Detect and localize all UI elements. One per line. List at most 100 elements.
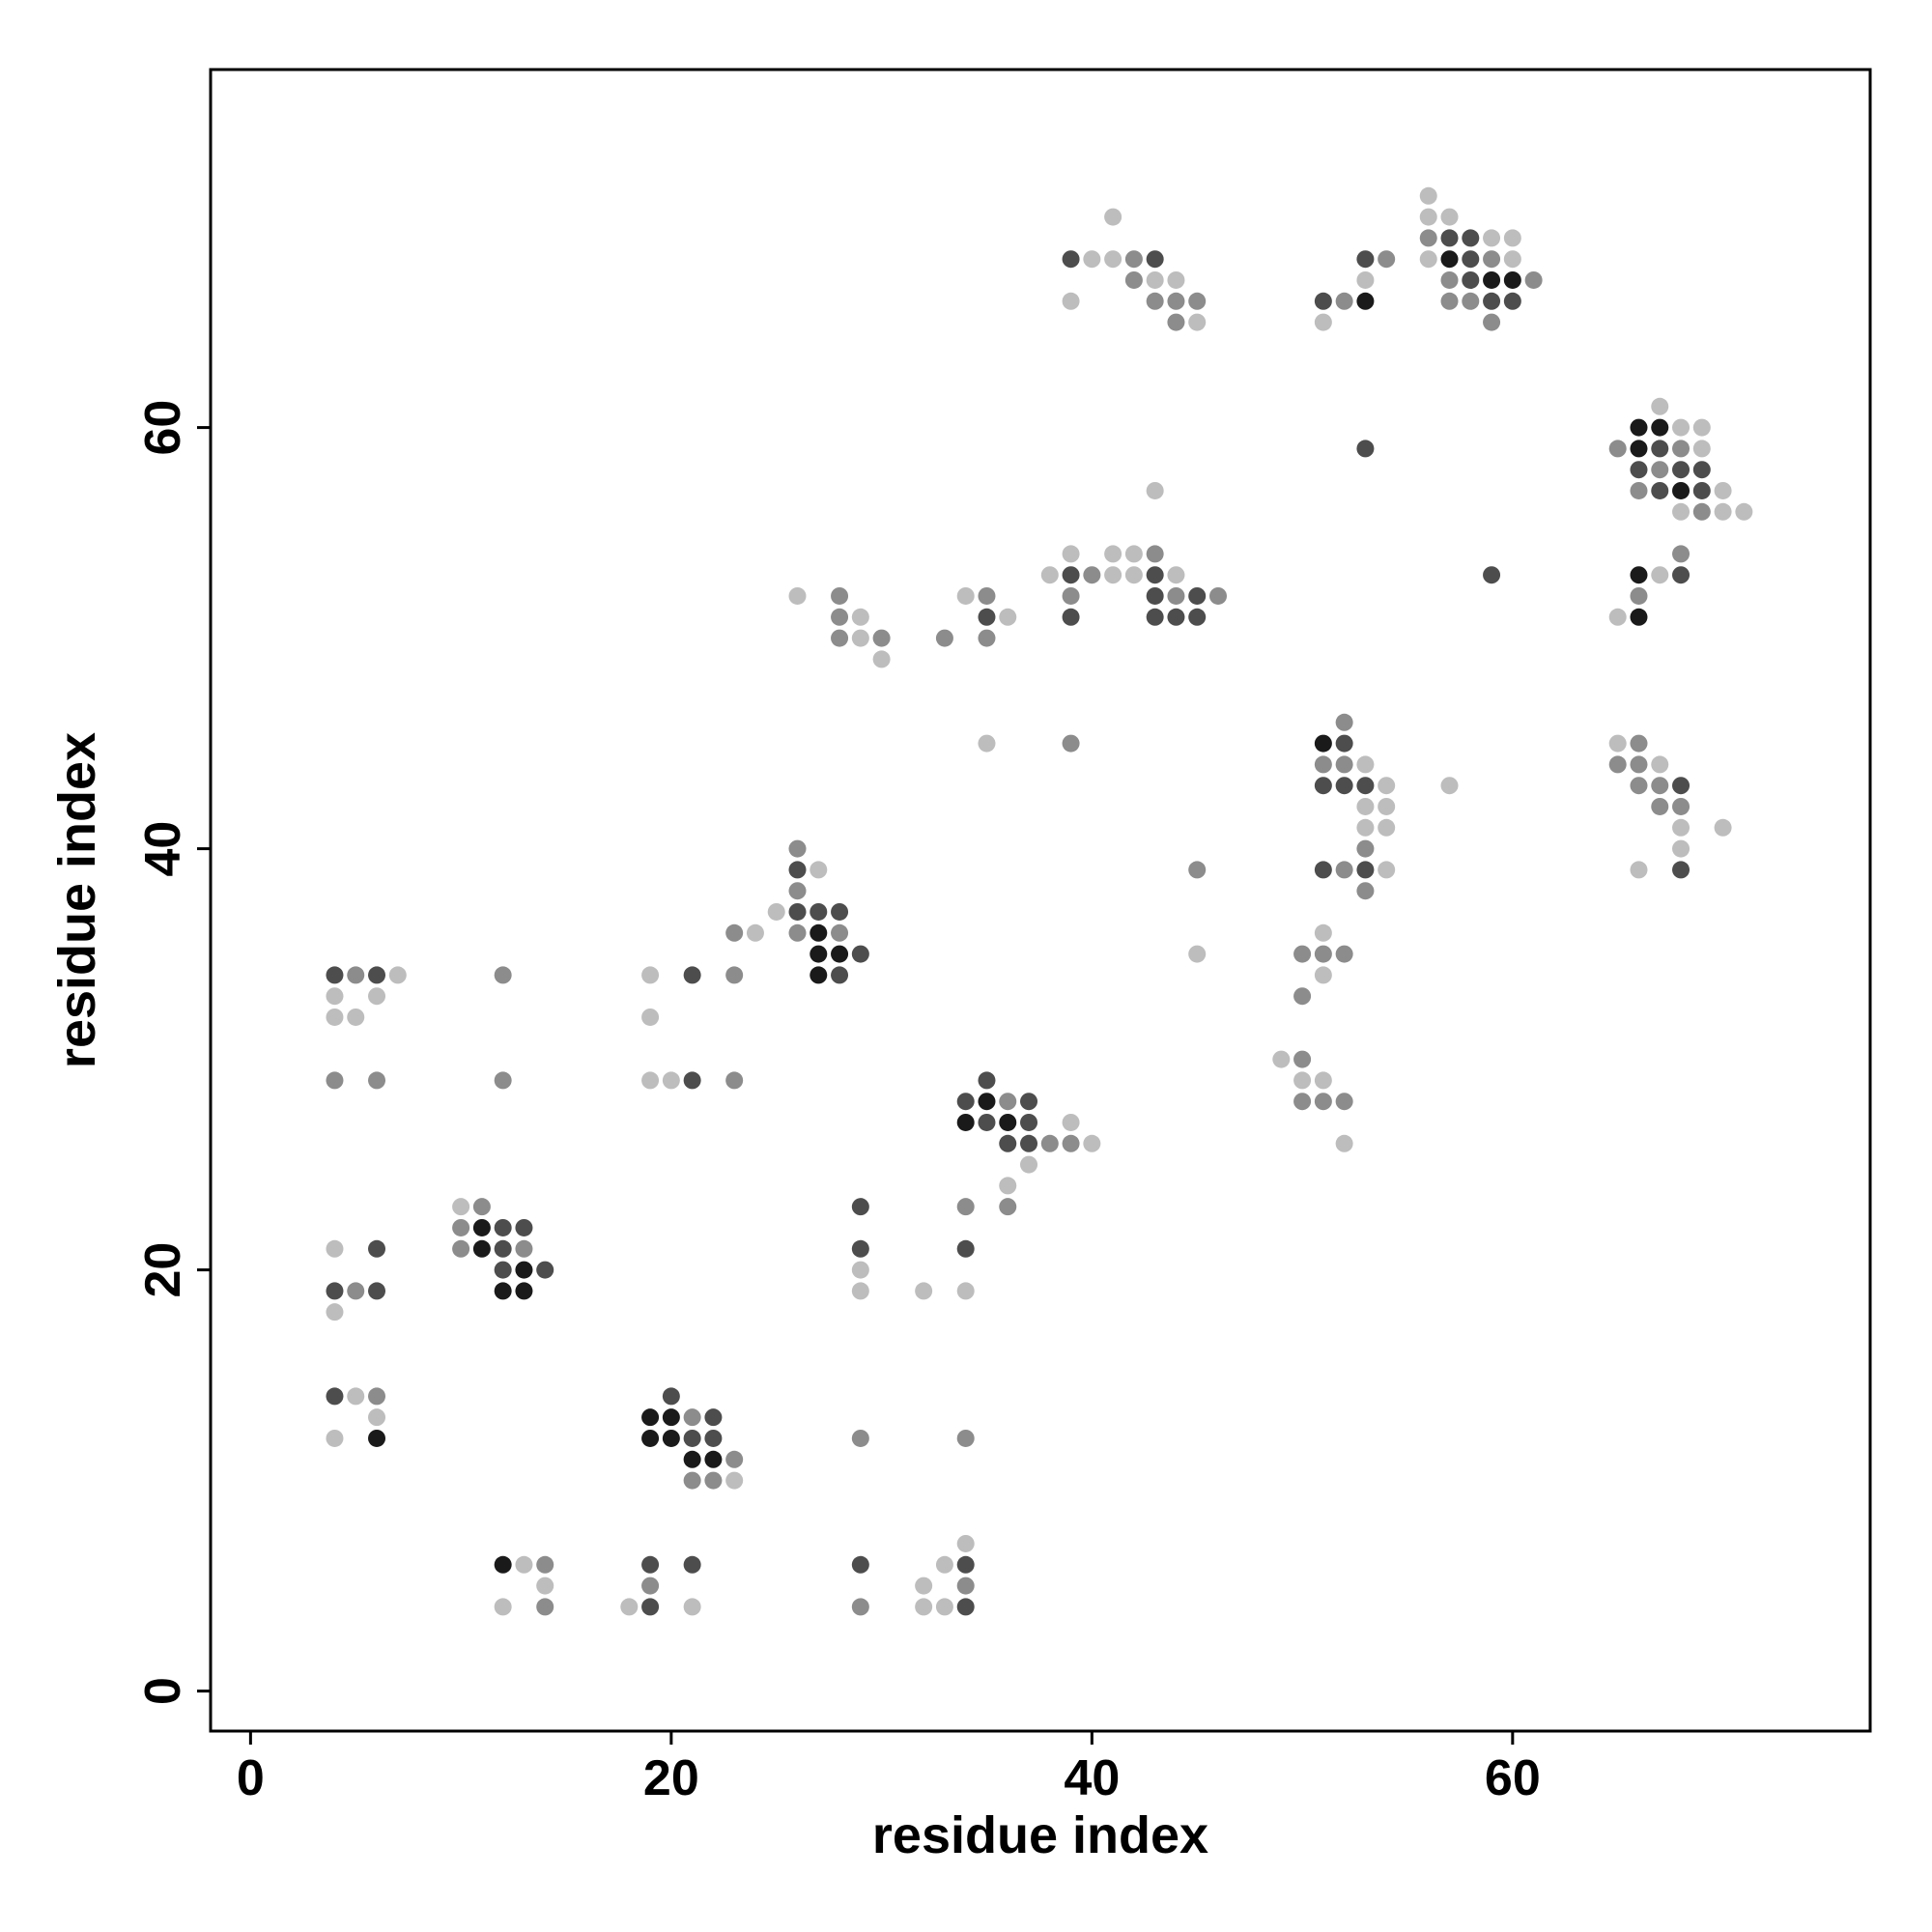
x-axis-label: residue index bbox=[872, 1806, 1208, 1864]
point bbox=[1672, 481, 1690, 499]
point bbox=[788, 882, 807, 900]
point bbox=[1630, 777, 1648, 795]
point bbox=[641, 1071, 660, 1090]
point bbox=[1062, 566, 1080, 584]
point bbox=[1314, 861, 1332, 879]
point bbox=[978, 1113, 996, 1131]
point bbox=[831, 629, 849, 647]
point bbox=[1188, 292, 1207, 310]
point bbox=[1314, 755, 1332, 774]
point bbox=[915, 1598, 933, 1616]
point bbox=[494, 966, 512, 984]
point bbox=[1630, 755, 1648, 774]
point bbox=[810, 945, 828, 963]
point bbox=[1314, 966, 1332, 984]
point bbox=[851, 608, 869, 626]
point bbox=[1356, 882, 1375, 900]
point bbox=[452, 1198, 470, 1216]
point bbox=[494, 1282, 512, 1300]
y-tick-label: 60 bbox=[135, 400, 191, 456]
point bbox=[1104, 250, 1122, 269]
point bbox=[1714, 502, 1732, 521]
point bbox=[662, 1387, 680, 1406]
point bbox=[1208, 586, 1227, 605]
point bbox=[1483, 313, 1501, 331]
point bbox=[1356, 777, 1375, 795]
point bbox=[999, 608, 1017, 626]
point bbox=[704, 1471, 723, 1490]
point bbox=[1146, 608, 1164, 626]
y-tick-label: 0 bbox=[135, 1677, 191, 1705]
point bbox=[1630, 440, 1648, 458]
point bbox=[1672, 502, 1690, 521]
point bbox=[1146, 292, 1164, 310]
point bbox=[1188, 861, 1207, 879]
point bbox=[999, 1198, 1017, 1216]
point bbox=[1314, 1071, 1332, 1090]
point bbox=[1419, 250, 1437, 269]
point bbox=[1335, 292, 1353, 310]
point bbox=[1146, 566, 1164, 584]
point bbox=[1608, 440, 1627, 458]
point bbox=[1440, 270, 1459, 289]
point bbox=[1462, 250, 1480, 269]
point bbox=[683, 1471, 701, 1490]
point bbox=[1146, 270, 1164, 289]
point bbox=[1630, 566, 1648, 584]
point bbox=[872, 629, 891, 647]
point bbox=[620, 1598, 639, 1616]
point bbox=[326, 1282, 344, 1300]
point bbox=[1630, 734, 1648, 753]
point bbox=[831, 608, 849, 626]
point bbox=[1672, 545, 1690, 563]
point bbox=[1293, 1093, 1312, 1111]
point bbox=[1735, 502, 1753, 521]
point bbox=[935, 1555, 953, 1574]
point bbox=[662, 1429, 680, 1447]
point bbox=[1335, 1093, 1353, 1111]
point bbox=[999, 1093, 1017, 1111]
point bbox=[472, 1239, 491, 1258]
point bbox=[978, 629, 996, 647]
point bbox=[1124, 250, 1143, 269]
point bbox=[978, 608, 996, 626]
point bbox=[1083, 1134, 1101, 1152]
point bbox=[831, 945, 849, 963]
point bbox=[1651, 461, 1669, 479]
point bbox=[1692, 418, 1711, 437]
point bbox=[1378, 797, 1396, 815]
point bbox=[1167, 313, 1185, 331]
point bbox=[494, 1598, 512, 1616]
point bbox=[1146, 545, 1164, 563]
point bbox=[1335, 777, 1353, 795]
point bbox=[1062, 608, 1080, 626]
point bbox=[788, 839, 807, 858]
point bbox=[1483, 270, 1501, 289]
point bbox=[1672, 566, 1690, 584]
point bbox=[1167, 292, 1185, 310]
point bbox=[1440, 229, 1459, 247]
point bbox=[472, 1198, 491, 1216]
point bbox=[1356, 861, 1375, 879]
point bbox=[956, 1555, 975, 1574]
point bbox=[1062, 586, 1080, 605]
point bbox=[683, 1598, 701, 1616]
point bbox=[662, 1071, 680, 1090]
point bbox=[1062, 250, 1080, 269]
point bbox=[368, 1282, 386, 1300]
point bbox=[872, 650, 891, 668]
point bbox=[1146, 250, 1164, 269]
point bbox=[1293, 987, 1312, 1006]
point bbox=[725, 1471, 744, 1490]
point bbox=[326, 1387, 344, 1406]
point bbox=[683, 1450, 701, 1468]
point bbox=[999, 1134, 1017, 1152]
point bbox=[1146, 586, 1164, 605]
point bbox=[1293, 945, 1312, 963]
point bbox=[1020, 1134, 1038, 1152]
point bbox=[1419, 229, 1437, 247]
point bbox=[1503, 250, 1521, 269]
point bbox=[788, 586, 807, 605]
point bbox=[1714, 818, 1732, 837]
point bbox=[1630, 861, 1648, 879]
